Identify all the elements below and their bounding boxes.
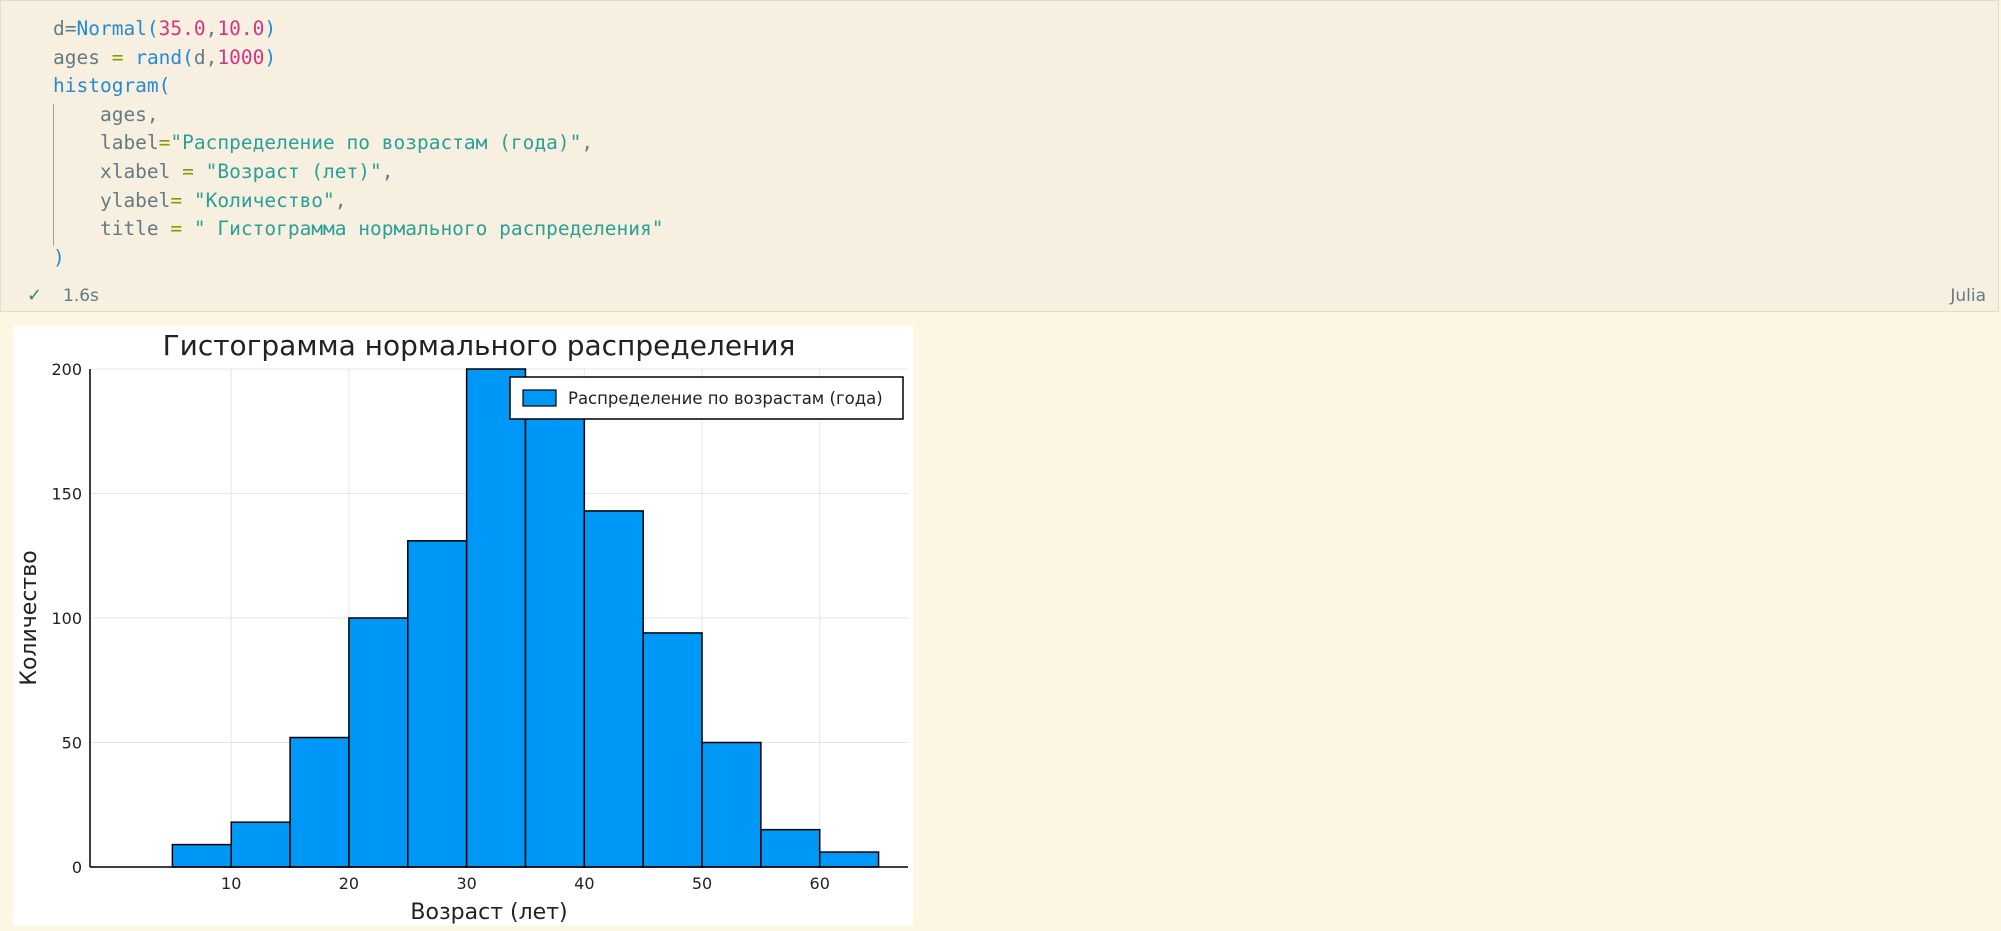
indent-guide [53,104,54,246]
code-token: ages [53,45,112,69]
histogram-bar [230,821,291,868]
y-tick-label: 0 [72,858,82,877]
code-token: ylabel [53,188,171,212]
y-tick-label: 150 [51,485,82,504]
code-token: Normal( [76,17,159,40]
notebook-code-cell[interactable]: d=Normal(35.0,10.0) ages = rand(d,1000) hi… [0,0,1999,312]
histogram-bar [348,617,409,868]
x-axis-label: Возраст (лет) [410,900,567,925]
code-token: = [158,131,171,155]
histogram-bar [524,408,586,868]
code-token: rand( [135,45,194,69]
legend-swatch [522,389,557,407]
code-line[interactable]: ages, [53,101,664,130]
code-token [123,46,135,69]
code-token: 35.0 [158,17,206,40]
code-token: , [581,131,594,155]
code-token: , [205,17,218,40]
code-line[interactable]: ages = rand(d,1000) [53,44,664,73]
y-tick-label: 100 [51,609,82,628]
code-token: "Количество" [193,188,335,212]
x-tick-label: 40 [574,874,594,893]
x-tick-label: 20 [339,874,359,893]
code-line[interactable]: histogram( [53,72,664,101]
code-token: ages, [53,102,159,126]
chart-title: Гистограмма нормального распределения [163,329,796,362]
code-token: "Возраст (лет)" [205,159,382,183]
code-token: = [170,188,183,212]
x-tick-label: 60 [810,874,830,893]
execution-time: 1.6s [63,286,99,306]
x-tick-label: 10 [221,874,241,893]
code-token: = [170,217,183,241]
code-token [182,217,194,240]
code-token: ) [264,45,277,69]
code-token: 1000 [217,45,265,69]
histogram-bar [818,851,880,868]
histogram-bar [465,368,527,868]
histogram-chart: 10 20 30 40 50 60 0 50 100 150 200 Гистограмма норм… [17,329,908,925]
x-tick-label: 30 [456,874,476,893]
code-line[interactable]: xlabel = "Возраст (лет)", [53,158,664,187]
histogram-bar [642,632,703,868]
histogram-bar [760,828,821,868]
check-icon: ✓ [27,285,43,306]
code-line[interactable]: title = " Гистограмма нормального распре… [53,215,664,244]
histogram-bar [701,741,762,868]
code-line[interactable]: ylabel= "Количество", [53,187,664,216]
code-token: = [111,45,124,69]
y-tick-label: 200 [51,360,82,379]
code-line[interactable]: d=Normal(35.0,10.0) [53,15,664,44]
code-token: ) [264,17,277,40]
code-token: , [381,159,394,183]
code-token: "Распределение по возрастам (года)" [170,131,582,155]
code-token: title [53,217,171,241]
code-token: label [53,131,159,155]
code-token: histogram( [53,74,171,98]
language-label[interactable]: Julia [1950,286,1986,306]
code-editor[interactable]: d=Normal(35.0,10.0) ages = rand(d,1000) hi… [53,15,664,272]
cell-output: 10 20 30 40 50 60 0 50 100 150 200 Гистограмма норм… [13,326,913,926]
code-token: 10.0 [217,17,265,40]
legend-box [509,376,904,420]
y-tick-label: 50 [62,734,82,753]
code-token: d= [53,17,77,40]
code-token: , [334,188,347,212]
code-token: xlabel [53,159,183,183]
code-token: = [182,159,194,183]
x-tick-label: 50 [692,874,712,893]
histogram-bar [289,736,350,868]
histogram-bar [171,843,232,868]
cell-status-bar: ✓ 1.6s Julia [1,283,1998,311]
code-token: d, [193,45,218,69]
y-axis-label: Количество [17,550,42,685]
code-token: " Гистограмма нормального распределения" [193,217,664,241]
code-line[interactable]: ) [53,244,664,273]
histogram-bar [407,540,468,868]
code-token [194,160,206,183]
code-token [182,189,194,212]
code-token: ) [53,245,65,269]
histogram-bar [583,510,644,868]
code-line[interactable]: label="Распределение по возрастам (года)… [53,129,664,158]
legend-label: Распределение по возрастам (года) [568,389,883,408]
